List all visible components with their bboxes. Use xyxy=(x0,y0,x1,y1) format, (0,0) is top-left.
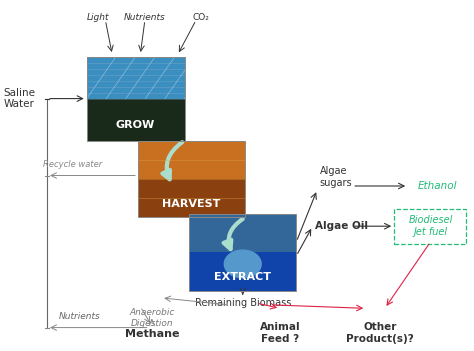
FancyBboxPatch shape xyxy=(138,140,245,179)
Circle shape xyxy=(224,250,261,278)
Text: Nutrients: Nutrients xyxy=(59,312,100,321)
Text: Animal
Feed ?: Animal Feed ? xyxy=(260,322,301,344)
FancyBboxPatch shape xyxy=(394,209,466,244)
FancyBboxPatch shape xyxy=(189,214,296,252)
Text: Methane: Methane xyxy=(125,329,179,339)
Text: Remaining Biomass: Remaining Biomass xyxy=(194,298,291,308)
Text: EXTRACT: EXTRACT xyxy=(214,272,271,282)
Text: Recycle water: Recycle water xyxy=(43,159,102,168)
Text: GROW: GROW xyxy=(116,120,155,131)
Text: CO₂: CO₂ xyxy=(192,13,209,22)
Text: Anaerobic
Digestion: Anaerobic Digestion xyxy=(129,308,174,328)
Text: Other
Product(s)?: Other Product(s)? xyxy=(346,322,414,344)
Text: Ethanol: Ethanol xyxy=(418,181,457,191)
FancyBboxPatch shape xyxy=(87,57,184,99)
Text: Algae
sugars: Algae sugars xyxy=(319,166,352,188)
FancyBboxPatch shape xyxy=(87,99,184,140)
Text: HARVEST: HARVEST xyxy=(162,199,221,208)
Text: Algae Oil: Algae Oil xyxy=(315,221,368,231)
Text: Biodiesel
Jet fuel: Biodiesel Jet fuel xyxy=(408,216,453,237)
FancyBboxPatch shape xyxy=(138,179,245,218)
Text: Saline
Water: Saline Water xyxy=(3,88,35,110)
FancyBboxPatch shape xyxy=(189,252,296,291)
Text: Light: Light xyxy=(87,13,109,22)
Text: Nutrients: Nutrients xyxy=(124,13,166,22)
